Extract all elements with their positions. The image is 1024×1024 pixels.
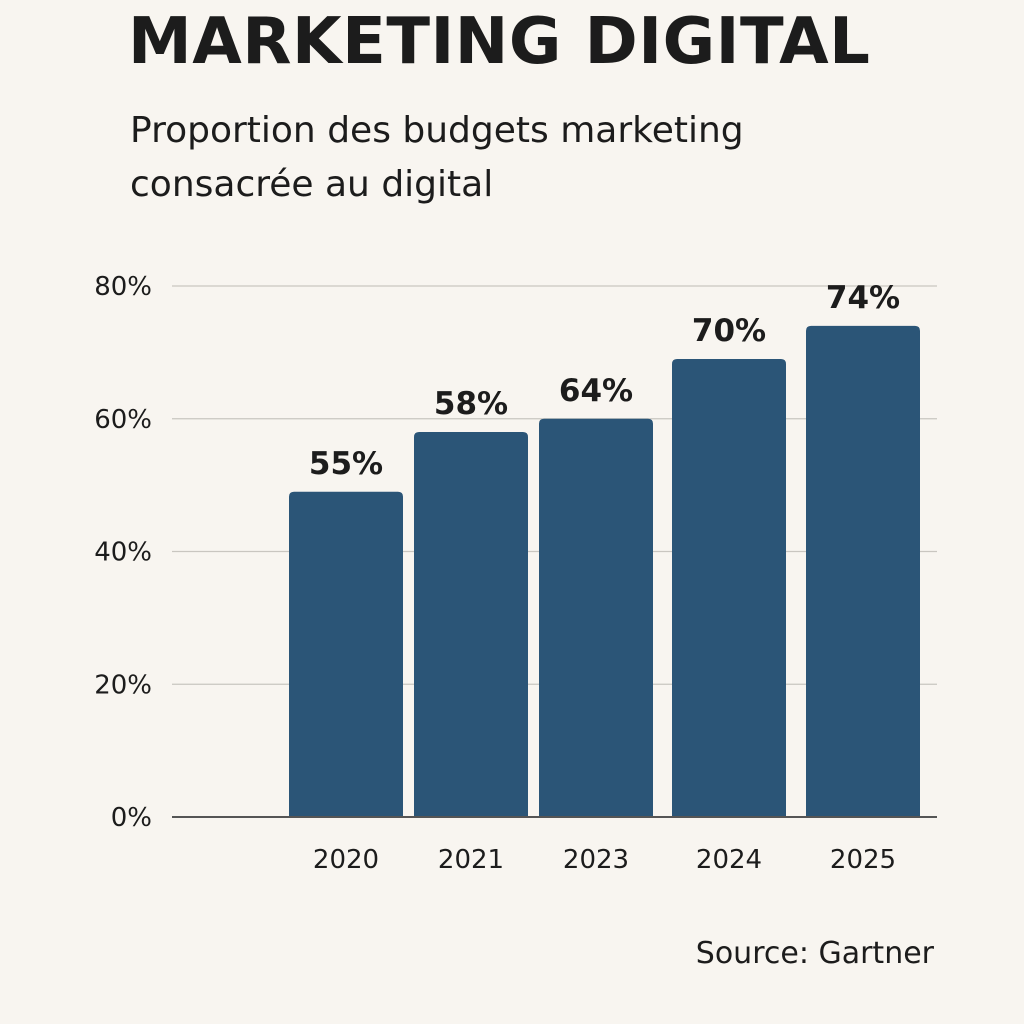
x-tick-label-2023: 2023 [563, 845, 629, 875]
bar-2020 [289, 491, 403, 817]
data-label-2024: 70% [692, 313, 766, 349]
y-tick-label: 20% [94, 670, 152, 700]
x-tick-label-2021: 2021 [438, 845, 504, 875]
x-tick-label-2025: 2025 [830, 845, 896, 875]
chart-subtitle: Proportion des budgets marketing consacr… [130, 110, 744, 205]
bar-2024 [672, 359, 786, 817]
bar-2021 [414, 432, 528, 817]
chart-title: MARKETING DIGITAL [128, 5, 871, 79]
data-label-2025: 74% [826, 280, 900, 316]
x-tick-label-2024: 2024 [696, 845, 762, 875]
y-tick-label: 60% [94, 405, 152, 435]
data-label-2020: 55% [309, 446, 383, 482]
x-tick-label-2020: 2020 [313, 845, 379, 875]
data-label-2021: 58% [434, 386, 508, 422]
bars: 55% 58% 64% 70% 74% [289, 280, 920, 817]
bar-2025 [806, 325, 920, 817]
axes: 0% 20% 40% 60% 80% 2020 2021 2023 2024 2025 [94, 272, 937, 875]
bar-2023 [539, 418, 653, 817]
y-tick-label: 80% [94, 272, 152, 302]
data-label-2023: 64% [559, 373, 633, 409]
source-note: Source: Gartner [695, 936, 934, 971]
y-tick-label: 40% [94, 538, 152, 568]
y-tick-label: 0% [111, 803, 152, 833]
